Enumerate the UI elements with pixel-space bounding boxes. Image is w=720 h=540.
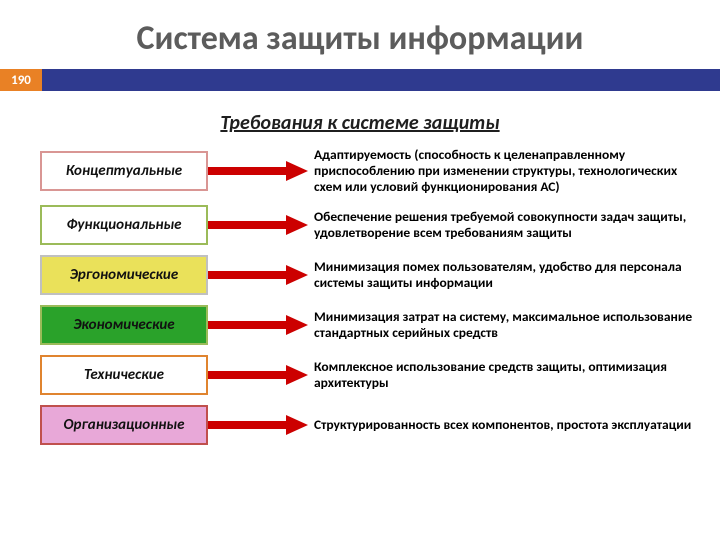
requirement-row: Технические Комплексное использование сре… bbox=[40, 355, 696, 395]
category-box: Экономические bbox=[40, 305, 208, 345]
requirement-row: Организационные Структурированность всех … bbox=[40, 405, 696, 445]
category-box: Концептуальные bbox=[40, 151, 208, 191]
description-text: Минимизация затрат на систему, максималь… bbox=[308, 309, 696, 341]
requirement-row: Функциональные Обеспечение решения требуе… bbox=[40, 205, 696, 245]
description-text: Структурированность всех компонентов, пр… bbox=[308, 417, 696, 433]
category-box: Эргономические bbox=[40, 255, 208, 295]
description-text: Обеспечение решения требуемой совокупнос… bbox=[308, 209, 696, 241]
requirement-row: Эргономические Минимизация помех пользова… bbox=[40, 255, 696, 295]
description-text: Адаптируемость (способность к целенаправ… bbox=[308, 147, 696, 195]
arrow-icon bbox=[208, 355, 308, 395]
description-text: Комплексное использование средств защиты… bbox=[308, 359, 696, 391]
page-title: Система защиты информации bbox=[0, 0, 720, 69]
arrow-icon bbox=[208, 255, 308, 295]
requirement-row: Экономические Минимизация затрат на систе… bbox=[40, 305, 696, 345]
description-text: Минимизация помех пользователям, удобств… bbox=[308, 259, 696, 291]
requirement-row: Концептуальные Адаптируемость (способност… bbox=[40, 147, 696, 195]
badge-bar: 190 bbox=[0, 69, 720, 91]
section-subtitle: Требования к системе защиты bbox=[0, 111, 720, 135]
category-box: Организационные bbox=[40, 405, 208, 445]
arrow-icon bbox=[208, 205, 308, 245]
arrow-icon bbox=[208, 305, 308, 345]
category-box: Функциональные bbox=[40, 205, 208, 245]
page-number-badge: 190 bbox=[0, 69, 42, 91]
badge-line bbox=[42, 69, 720, 91]
arrow-icon bbox=[208, 405, 308, 445]
arrow-icon bbox=[208, 151, 308, 191]
category-box: Технические bbox=[40, 355, 208, 395]
requirements-list: Концептуальные Адаптируемость (способност… bbox=[0, 147, 720, 445]
